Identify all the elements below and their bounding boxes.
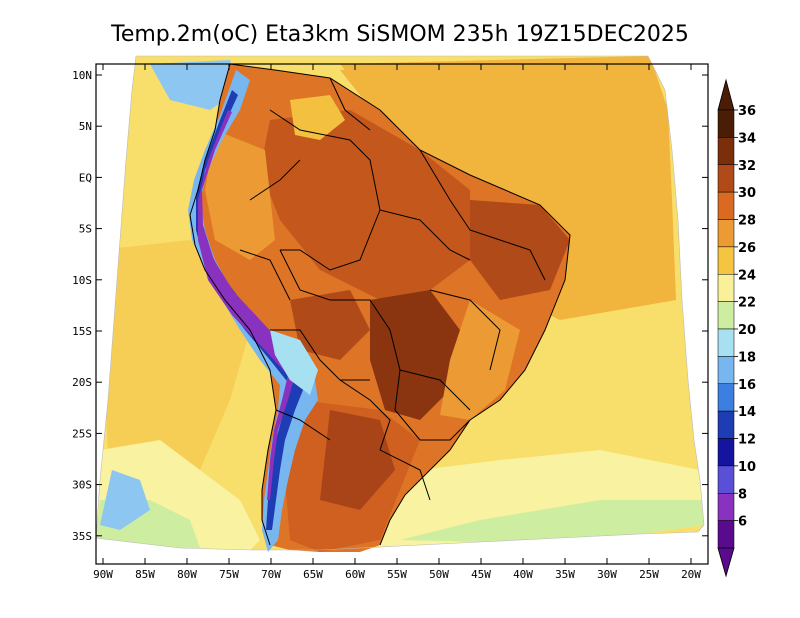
colorbar-label: 14 [738,405,756,420]
colorbar-swatch [717,301,735,330]
colorbar-swatch [717,137,735,165]
lat-label: 25S [72,427,92,440]
lon-label: 90W [93,568,113,581]
uruguay-border [379,449,431,501]
longitude-axis: 90W 85W 80W 75W 70W 65W 60W 55W 50W 45W 40W 35W 30W 2… [93,64,701,581]
lon-label: 70W [261,568,281,581]
colorbar-top-arrow [717,78,735,111]
colorbar-label: 30 [738,186,756,201]
colorbar-swatch [717,328,735,357]
venezuela-border [329,77,371,131]
lon-label: 35W [555,568,575,581]
colorbar-bottom-arrow [717,547,735,578]
lat-label: 5N [79,120,92,133]
colorbar-label: 6 [738,515,747,530]
colorbar: 36 34 32 30 28 26 24 22 20 18 16 14 12 10 8 6 [717,78,756,578]
lon-label: 80W [177,568,197,581]
northeast-hot [470,200,570,300]
colorbar-swatch [717,164,735,193]
peru-brazil-border [239,249,291,301]
colorbar-swatch [717,438,735,467]
atlantic-warm-band [340,56,676,320]
altiplano [270,330,318,395]
colorbar-label: 18 [738,350,756,365]
lat-label: 35S [72,530,92,543]
domain-outline [95,55,705,551]
colorbar-swatch [717,410,735,439]
lat-label: 15S [72,325,92,338]
peru-colombia-border [249,159,301,201]
colorbar-label: 32 [738,159,756,174]
lat-label: 10S [72,274,92,287]
lon-label: 30W [597,568,617,581]
amazon-hot-core [260,110,470,300]
lon-label: 45W [471,568,491,581]
latitude-axis: 10N 5N EQ 5S 10S 15S 20S 25S 30S 35S [72,69,708,543]
brazil-state-2 [429,289,501,371]
colorbar-label: 12 [738,433,756,448]
colorbar-label: 28 [738,214,756,229]
colorbar-label: 16 [738,378,756,393]
map-title: Temp.2m(oC) Eta3km SiSMOM 235h 19Z15DEC2… [110,22,689,47]
colorbar-swatch [717,109,735,138]
colorbar-swatch [717,383,735,412]
south-america-land [188,64,570,552]
colorbar-label: 10 [738,460,756,475]
lat-label: 20S [72,376,92,389]
colorbar-swatch [717,219,735,248]
guiana-highlands [290,95,345,140]
brazil-border-west [279,249,421,441]
country-borders [189,63,571,546]
south-pacific-coldest [100,470,150,530]
colorbar-swatch [717,274,735,302]
lon-label: 60W [345,568,365,581]
colorbar-label: 34 [738,131,756,146]
bolivia-border [270,329,370,381]
map-frame [95,63,709,565]
lat-label: 5S [79,223,92,236]
brazil-state-3 [379,209,471,261]
lat-label: EQ [79,171,92,184]
colorbar-swatch [717,191,735,220]
colorbar-swatch [717,520,735,549]
south-atlantic-cold [400,500,704,542]
lat-label: 10N [72,69,92,82]
central-brazil-hottest [370,290,460,420]
colorbar-swatch [717,465,735,494]
colorbar-swatch [717,493,735,521]
brazil-state-1 [419,149,501,241]
western-amazon-warm [205,130,275,260]
atlantic-coastline [229,63,571,546]
lon-label: 85W [135,568,155,581]
brazil-state-6 [499,239,546,281]
colorbar-swatch [717,356,735,384]
lon-label: 20W [681,568,701,581]
lon-label: 65W [303,568,323,581]
colorbar-label: 8 [738,487,747,502]
brazil-state-5 [420,419,471,441]
lon-label: 75W [219,568,239,581]
colorbar-label: 20 [738,323,756,338]
caribbean-patch [150,60,240,110]
lon-label: 25W [639,568,659,581]
north-atlantic-band [340,56,655,80]
pacific-band [100,240,250,510]
colorbar-label: 36 [738,104,756,119]
brazil-state-4 [399,369,471,411]
lon-label: 50W [429,568,449,581]
bolivia-lowland-hot [290,290,370,360]
lon-label: 55W [387,568,407,581]
colorbar-swatch [717,246,735,275]
paraguay-border [339,379,391,451]
chaco-hottest [320,410,395,510]
chile-argentina-border [275,409,331,441]
colorbar-label: 22 [738,296,756,311]
lat-label: 30S [72,479,92,492]
colorbar-label: 24 [738,268,756,283]
lon-label: 40W [513,568,533,581]
colorbar-label: 26 [738,241,756,256]
pacific-coastline [189,63,277,546]
